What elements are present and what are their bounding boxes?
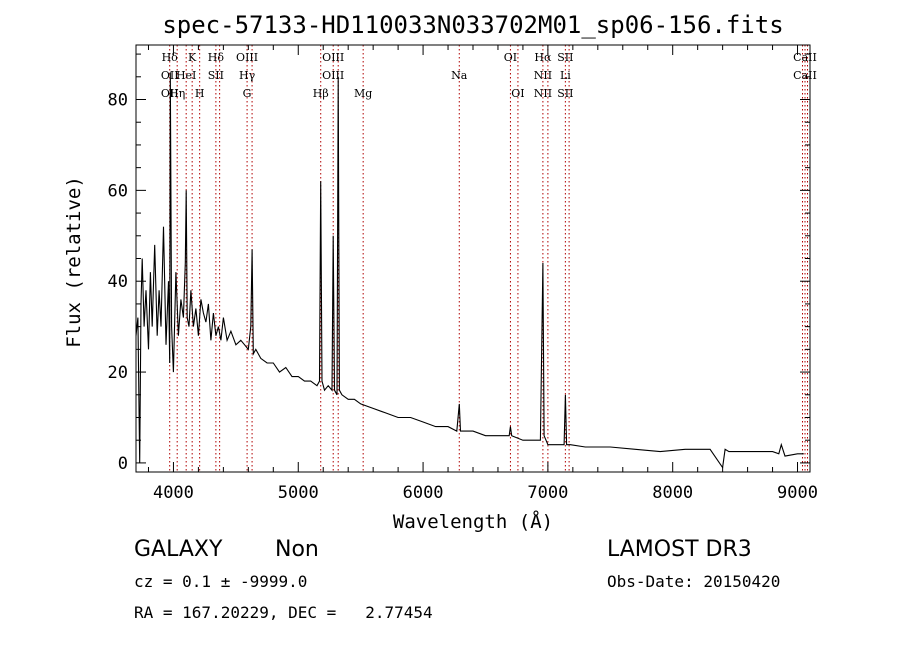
ra-dec: RA = 167.20229, DEC = 2.77454 bbox=[134, 603, 433, 622]
emission-line-label: NII bbox=[534, 69, 552, 82]
emission-line-label: OIII bbox=[322, 51, 344, 64]
x-tick-label: 9000 bbox=[777, 483, 818, 503]
emission-line-label: Hγ bbox=[239, 69, 256, 82]
emission-line-label: HeI bbox=[176, 69, 196, 82]
y-axis-label: Flux (relative) bbox=[63, 176, 85, 348]
emission-line-label: Na bbox=[451, 69, 468, 82]
chart-title: spec-57133-HD110033N033702M01_sp06-156.f… bbox=[162, 11, 783, 39]
emission-line-label: CaII bbox=[793, 69, 817, 82]
emission-line-label: H bbox=[195, 87, 205, 100]
emission-line-label: SII bbox=[557, 51, 573, 64]
y-tick-label: 80 bbox=[108, 91, 128, 111]
emission-line-label: Hδ bbox=[162, 51, 179, 64]
plot-frame bbox=[135, 44, 811, 473]
x-axis-label: Wavelength (Å) bbox=[393, 510, 553, 533]
emission-line-label: Li bbox=[560, 69, 571, 82]
emission-line-label: OIII bbox=[236, 51, 258, 64]
emission-line-label: Mg bbox=[354, 87, 372, 100]
spectrum-chart: spec-57133-HD110033N033702M01_sp06-156.f… bbox=[63, 11, 818, 533]
x-tick-label: 8000 bbox=[652, 483, 693, 503]
emission-line-markers bbox=[169, 45, 809, 472]
y-tick-label: 60 bbox=[108, 181, 128, 201]
emission-line-label: OII bbox=[161, 69, 179, 82]
y-tick-label: 20 bbox=[108, 363, 128, 383]
emission-line-label: K bbox=[188, 51, 197, 64]
emission-line-label: Hδ bbox=[208, 51, 225, 64]
emission-line-label: Hβ bbox=[313, 87, 329, 100]
emission-line-label: G bbox=[243, 87, 252, 100]
observation-date: Obs-Date: 20150420 bbox=[607, 572, 781, 591]
redshift-cz: cz = 0.1 ± -9999.0 bbox=[134, 572, 308, 591]
survey-name: LAMOST DR3 bbox=[607, 537, 752, 562]
y-axis-ticks: 0 20 40 60 80 bbox=[108, 53, 810, 474]
x-tick-label: 5000 bbox=[278, 483, 319, 503]
emission-line-label: OI bbox=[511, 87, 524, 100]
x-axis-ticks: 4000 5000 6000 7000 8000 9000 bbox=[147, 45, 818, 503]
emission-line-label: OII bbox=[161, 87, 179, 100]
x-tick-label: 6000 bbox=[403, 483, 444, 503]
x-tick-label: 7000 bbox=[527, 483, 568, 503]
emission-line-label: Hα bbox=[534, 51, 552, 64]
emission-line-label: SII bbox=[208, 69, 224, 82]
y-tick-label: 0 bbox=[118, 454, 128, 474]
x-tick-label: 4000 bbox=[153, 483, 194, 503]
emission-line-label: SII bbox=[557, 87, 573, 100]
emission-line-label: CaII bbox=[793, 51, 817, 64]
emission-line-label: OI bbox=[504, 51, 517, 64]
object-subclass: Non bbox=[275, 537, 319, 562]
emission-line-label: NII bbox=[534, 87, 552, 100]
emission-line-label: OIII bbox=[322, 69, 344, 82]
emission-line-label: Hη bbox=[169, 87, 185, 100]
object-class: GALAXY bbox=[134, 537, 223, 562]
y-tick-label: 40 bbox=[108, 272, 128, 292]
spectrum-line bbox=[135, 72, 804, 469]
